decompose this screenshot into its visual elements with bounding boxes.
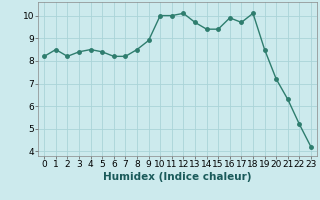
X-axis label: Humidex (Indice chaleur): Humidex (Indice chaleur) <box>103 172 252 182</box>
